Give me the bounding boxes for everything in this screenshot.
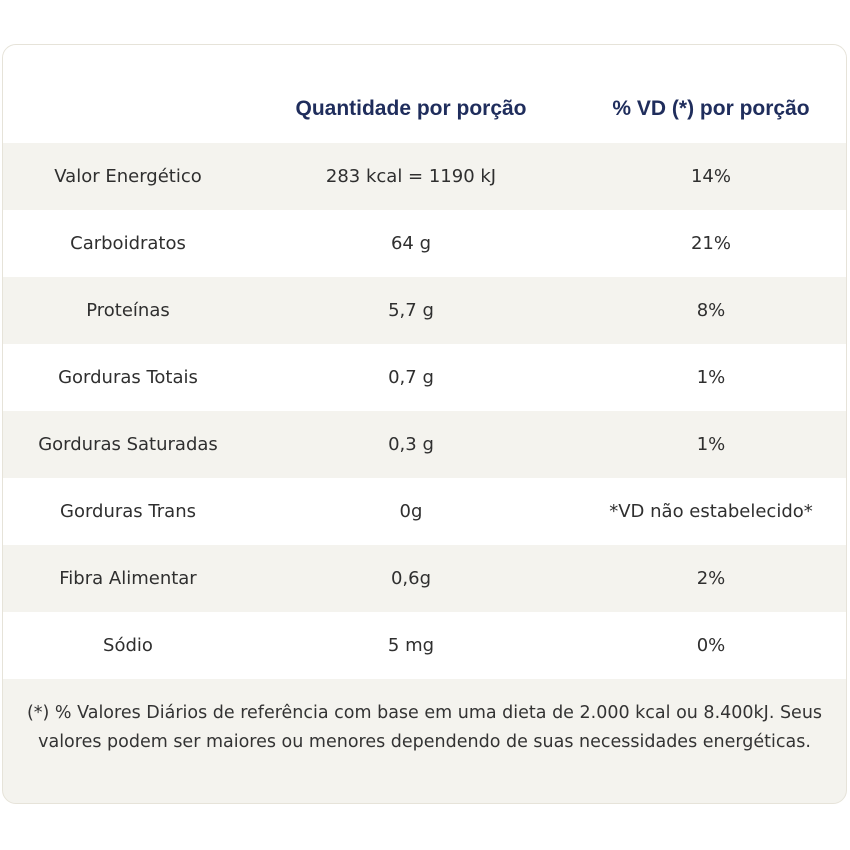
header-quantity: Quantidade por porção: [295, 97, 527, 120]
header-daily-value: % VD (*) por porção: [612, 97, 810, 120]
nutrient-quantity: 0,7 g: [388, 367, 434, 388]
nutrient-daily-value: 2%: [696, 568, 726, 589]
nutrient-name: Gorduras Totais: [58, 367, 198, 388]
nutrient-daily-value: 1%: [696, 434, 726, 455]
nutrient-daily-value: 14%: [690, 166, 731, 187]
table-row: Fibra Alimentar 0,6g 2%: [3, 545, 846, 612]
table-row: Gorduras Saturadas 0,3 g 1%: [3, 411, 846, 478]
daily-value-footnote: (*) % Valores Diários de referência com …: [26, 703, 823, 752]
table-row: Proteínas 5,7 g 8%: [3, 277, 846, 344]
nutrient-name: Valor Energético: [54, 166, 202, 187]
nutrient-daily-value: 8%: [696, 300, 726, 321]
table-row: Sódio 5 mg 0%: [3, 612, 846, 679]
table-row: Gorduras Totais 0,7 g 1%: [3, 344, 846, 411]
nutrient-daily-value: 1%: [696, 367, 726, 388]
nutrient-daily-value: 0%: [696, 635, 726, 656]
table-row: Valor Energético 283 kcal = 1190 kJ 14%: [3, 143, 846, 210]
table-body: Valor Energético 283 kcal = 1190 kJ 14% …: [3, 143, 846, 679]
table-row: Gorduras Trans 0g *VD não estabelecido*: [3, 478, 846, 545]
nutrient-name: Gorduras Saturadas: [38, 434, 218, 455]
nutrient-name: Proteínas: [86, 300, 170, 321]
nutrient-quantity: 64 g: [390, 233, 432, 254]
nutrient-quantity: 0,3 g: [388, 434, 434, 455]
table-header-row: Quantidade por porção % VD (*) por porçã…: [3, 45, 846, 143]
nutrient-daily-value: *VD não estabelecido*: [609, 501, 813, 522]
nutrient-quantity: 5 mg: [387, 635, 435, 656]
nutrient-quantity: 0g: [399, 501, 423, 522]
nutrient-quantity: 0,6g: [390, 568, 432, 589]
nutrient-quantity: 283 kcal = 1190 kJ: [325, 166, 497, 187]
nutrient-daily-value: 21%: [690, 233, 731, 254]
nutrient-name: Gorduras Trans: [60, 501, 196, 522]
table-row: Carboidratos 64 g 21%: [3, 210, 846, 277]
nutrient-name: Sódio: [103, 635, 153, 656]
nutrition-table-card: Quantidade por porção % VD (*) por porçã…: [2, 44, 847, 804]
nutrient-quantity: 5,7 g: [388, 300, 434, 321]
nutrient-name: Fibra Alimentar: [59, 568, 197, 589]
nutrient-name: Carboidratos: [70, 233, 186, 254]
